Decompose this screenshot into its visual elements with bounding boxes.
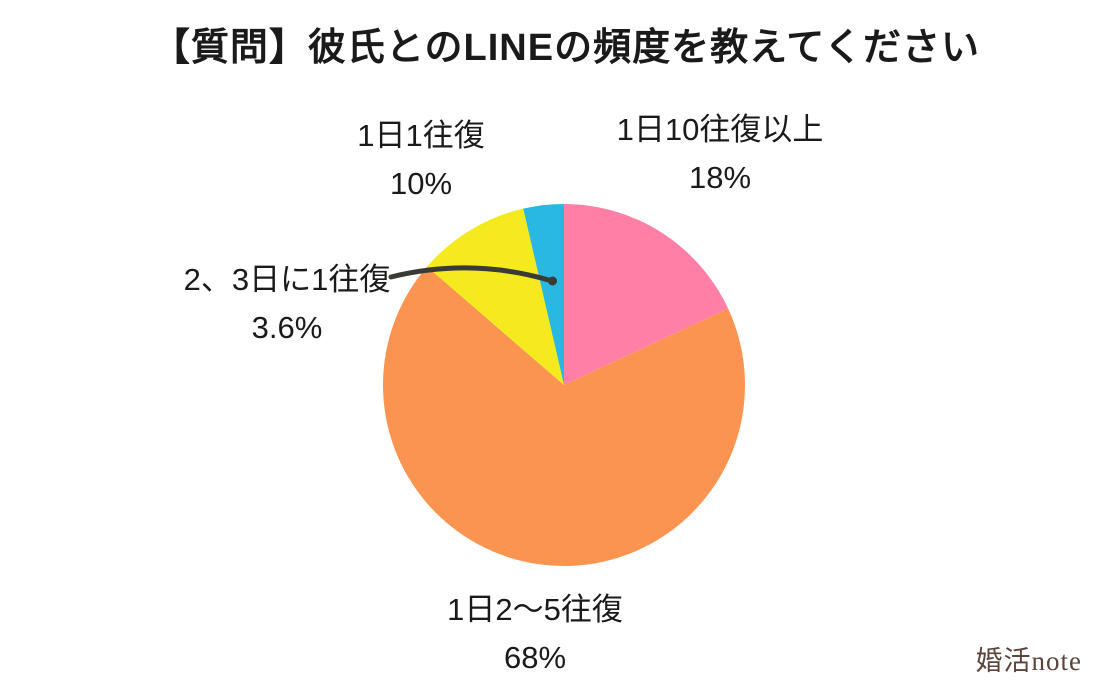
pie-slice-1 (382, 266, 745, 567)
slice-percent-text: 18% (688, 160, 752, 195)
slice-percent-text: 10% (389, 166, 453, 201)
leader-line (388, 265, 555, 284)
slice-label-2-5-per-day: 1日2〜5往復 68% (385, 586, 685, 682)
pie-slice-2 (427, 208, 564, 385)
pie-slice-3 (523, 204, 564, 385)
slice-label-text: 1日2〜5往復 (447, 592, 623, 627)
slice-label-one-per-day: 1日1往復 10% (271, 112, 571, 208)
slice-percent-text: 3.6% (251, 310, 323, 345)
chart-title: 【質問】彼氏とのLINEの頻度を教えてください (151, 27, 981, 69)
leader-line-end-dot (548, 276, 557, 286)
watermark: 婚活note (975, 646, 1082, 676)
slice-label-once-per-2-3-days: 2、3日に1往復 3.6% (137, 256, 437, 352)
slice-label-ten-plus-per-day: 1日10往復以上 18% (570, 106, 870, 202)
slice-label-text: 1日10往復以上 (616, 112, 824, 147)
pie-slice-0 (564, 204, 729, 385)
slice-label-text: 1日1往復 (357, 118, 485, 153)
slice-label-text: 2、3日に1往復 (183, 262, 391, 297)
pie-slices (382, 204, 745, 567)
slice-percent-text: 68% (503, 640, 567, 675)
